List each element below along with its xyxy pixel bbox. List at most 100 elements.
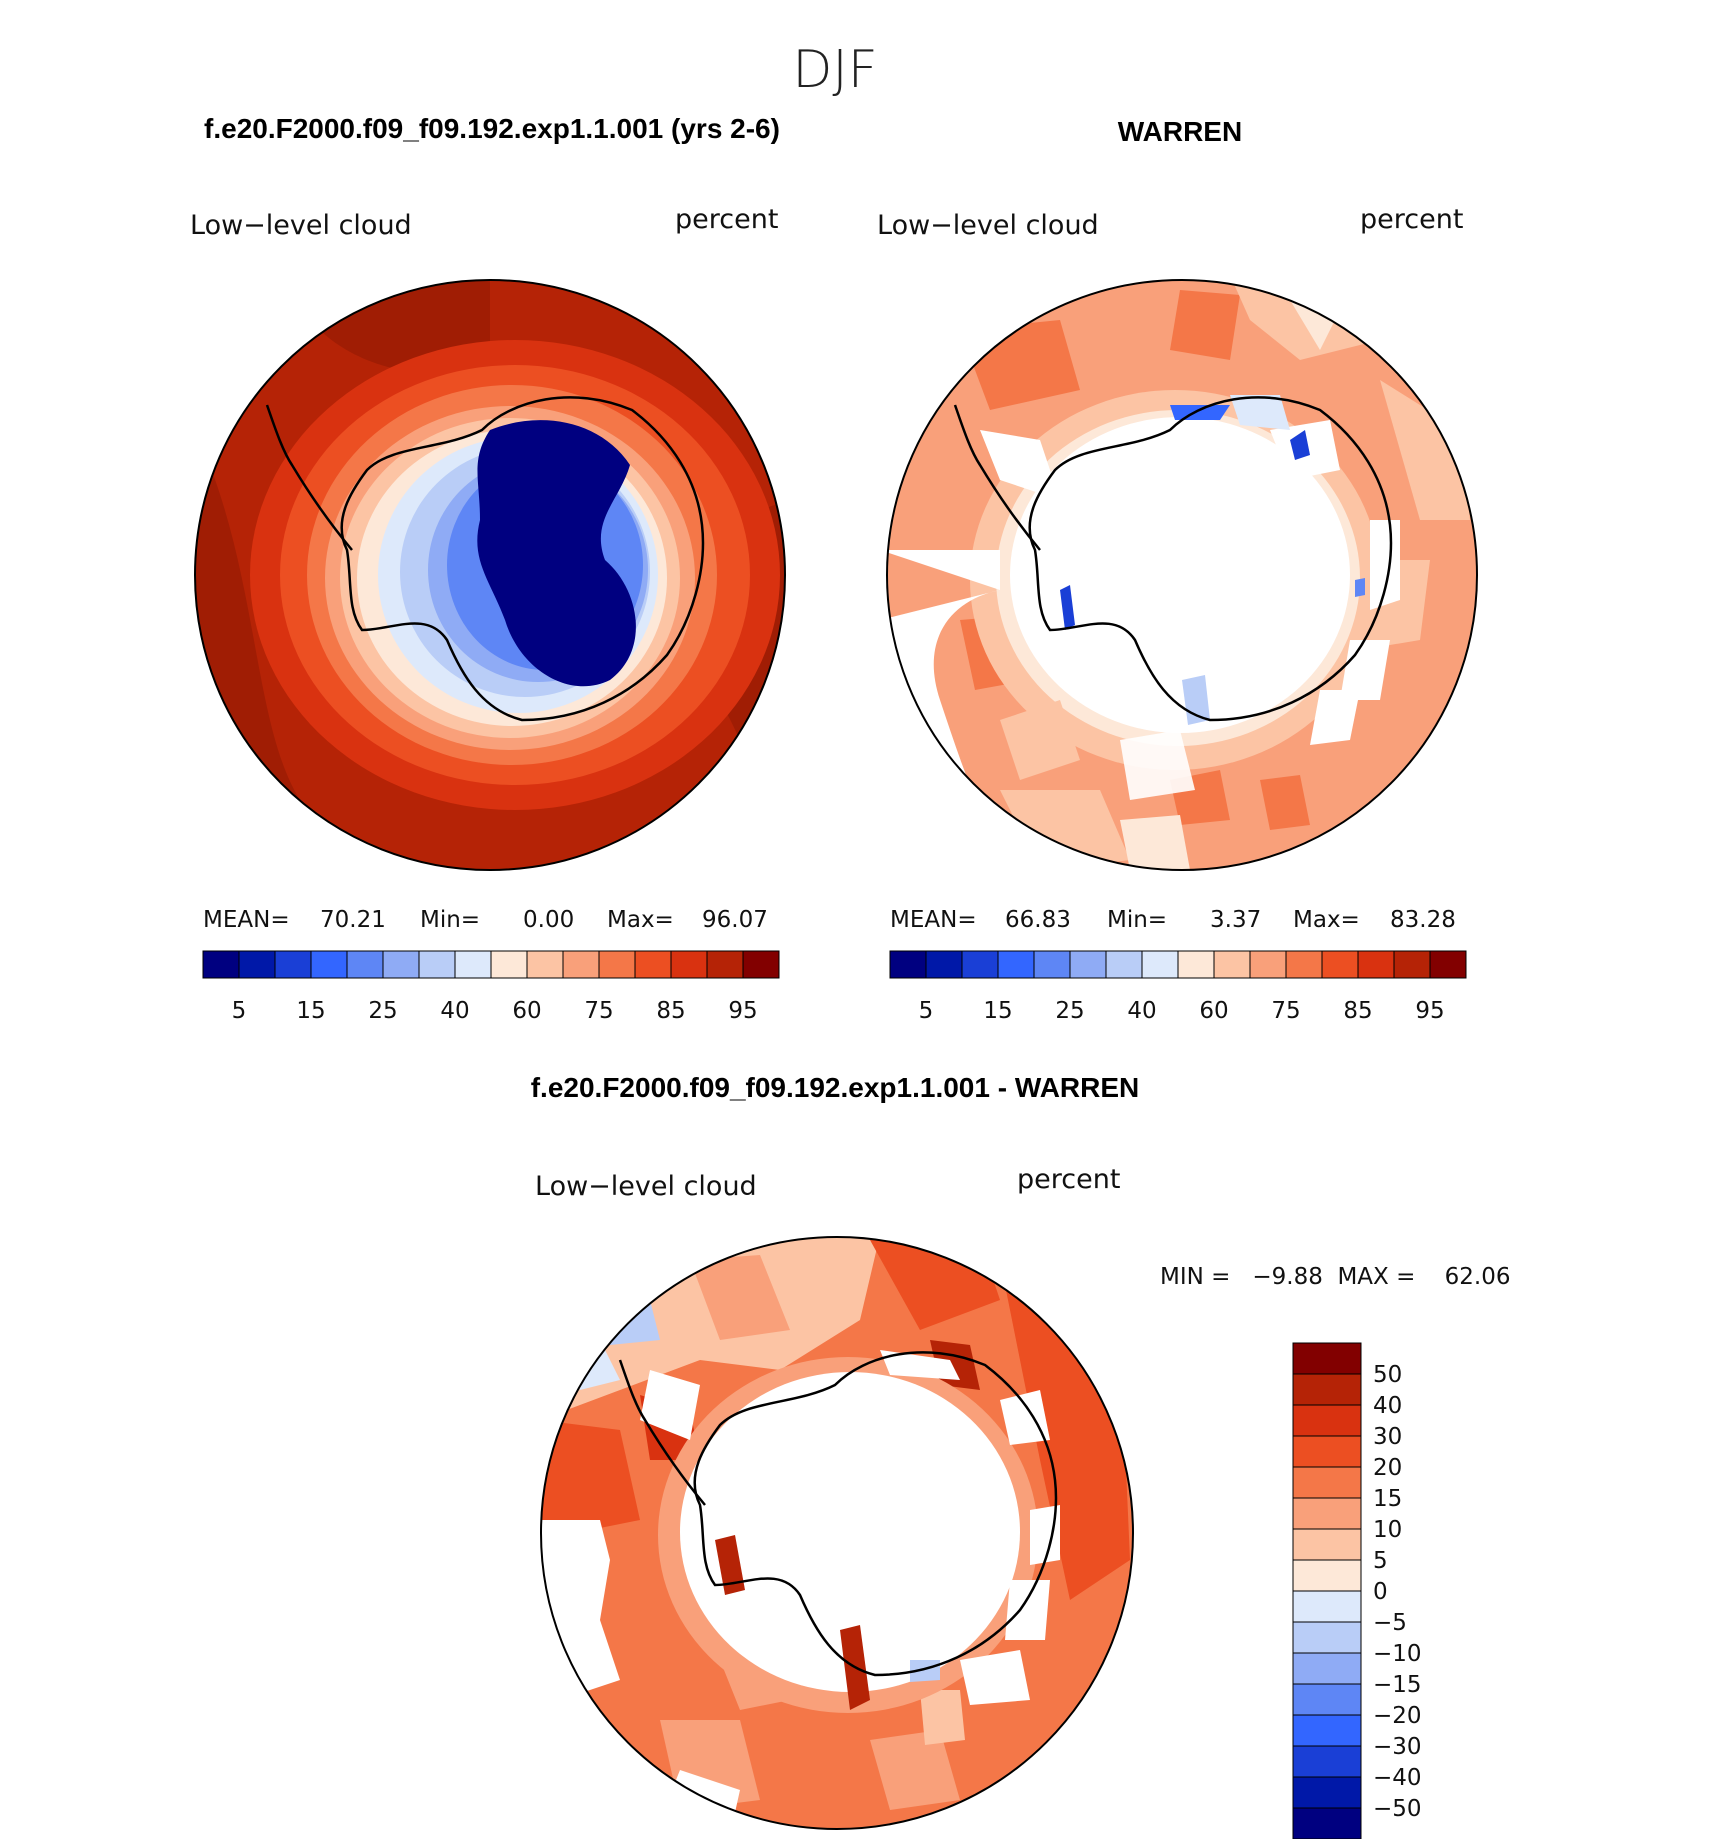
panel-model-variable: Low−level cloud (190, 210, 412, 241)
model-max-value: 96.07 (702, 907, 768, 933)
model-colorbar-bin (742, 950, 780, 979)
panel-model-units: percent (675, 204, 778, 235)
diff-colorbar-label: 15 (1373, 1486, 1402, 1512)
diff-colorbar-label: −40 (1373, 1765, 1422, 1791)
panel-obs: Low−level cloud percent (877, 204, 1478, 1024)
obs-colorbar-bin (1357, 950, 1395, 979)
panel-model-map (195, 280, 785, 870)
model-colorbar-bin (562, 950, 600, 979)
model-colorbar-bin (310, 950, 348, 979)
model-case-title: f.e20.F2000.f09_f09.192.exp1.1.001 (yrs … (204, 113, 780, 144)
obs-colorbar-label: 75 (1271, 998, 1300, 1024)
panel-diff-boundary (540, 1236, 1134, 1830)
diff-colorbar-label: 40 (1373, 1393, 1402, 1419)
diff-colorbar-label: 10 (1373, 1517, 1402, 1543)
obs-colorbar-bin (1213, 950, 1251, 979)
diff-colorbar-bin (1292, 1807, 1362, 1839)
obs-colorbar-bin (1393, 950, 1431, 979)
model-colorbar-label: 95 (728, 998, 757, 1024)
panel-obs-boundary (886, 279, 1478, 871)
model-max-label: Max= (607, 907, 674, 933)
diff-colorbar-bin (1292, 1621, 1362, 1654)
model-mean-value: 70.21 (320, 907, 386, 933)
diff-colorbar-label: −5 (1373, 1610, 1407, 1636)
model-colorbar-bin (346, 950, 384, 979)
diff-colorbar-label: 5 (1373, 1548, 1388, 1574)
obs-colorbar-bin (889, 950, 927, 979)
model-colorbar-bin (202, 950, 240, 979)
diff-colorbar-label: −20 (1373, 1703, 1422, 1729)
model-min-value: 0.00 (523, 907, 574, 933)
diff-colorbar-label: −10 (1373, 1641, 1422, 1667)
diff-colorbar-label: 30 (1373, 1424, 1402, 1450)
diff-colorbar-bin (1292, 1652, 1362, 1685)
obs-colorbar-label: 40 (1127, 998, 1156, 1024)
obs-min-value: 3.37 (1210, 907, 1261, 933)
obs-colorbar-bin (1069, 950, 1107, 979)
obs-colorbar-label: 15 (983, 998, 1012, 1024)
model-colorbar-bin (670, 950, 708, 979)
panel-diff-variable: Low−level cloud (535, 1171, 757, 1202)
panel-model-boundary (194, 279, 786, 871)
model-colorbar-bin (490, 950, 528, 979)
obs-colorbar-label: 85 (1343, 998, 1372, 1024)
obs-colorbar-label: 95 (1415, 998, 1444, 1024)
panel-diff: Low−level cloud percent (535, 1164, 1510, 1839)
model-colorbar-bin (418, 950, 456, 979)
season-title: DJF (792, 40, 877, 100)
diff-colorbar-bin (1292, 1683, 1362, 1716)
diff-min-max: MIN = −9.88 MAX = 62.06 (1160, 1264, 1510, 1290)
diff-colorbar-label: −30 (1373, 1734, 1422, 1760)
obs-colorbar-bin (1105, 950, 1143, 979)
diff-colorbar-bin (1292, 1528, 1362, 1561)
panel-obs-variable: Low−level cloud (877, 210, 1099, 241)
model-colorbar-bin (706, 950, 744, 979)
diff-colorbar-bin (1292, 1776, 1362, 1809)
panel-model-stats: MEAN= 70.21 Min= 0.00 Max= 96.07 (203, 907, 768, 933)
obs-colorbar-bin (1321, 950, 1359, 979)
obs-colorbar-bin (997, 950, 1035, 979)
model-colorbar-label: 75 (584, 998, 613, 1024)
model-min-label: Min= (420, 907, 480, 933)
model-colorbar-bin (454, 950, 492, 979)
obs-colorbar-bin (1429, 950, 1467, 979)
diff-colorbar-label: −15 (1373, 1672, 1422, 1698)
model-colorbar-bin (634, 950, 672, 979)
diff-colorbar-label: 50 (1373, 1362, 1402, 1388)
panel-obs-map (887, 280, 1477, 870)
model-colorbar-label: 5 (232, 998, 247, 1024)
diff-colorbar-bin (1292, 1404, 1362, 1437)
diff-colorbar-bin (1292, 1497, 1362, 1530)
diff-colorbar-bin (1292, 1342, 1362, 1375)
obs-mean-value: 66.83 (1005, 907, 1071, 933)
obs-colorbar-bin (1141, 950, 1179, 979)
model-colorbar-label: 15 (296, 998, 325, 1024)
panel-obs-colorbar-labels: 5 15 25 40 60 75 85 95 (919, 998, 1445, 1024)
panel-diff-colorbar (1292, 1342, 1362, 1839)
diff-colorbar-bin (1292, 1435, 1362, 1468)
model-colorbar-bin (274, 950, 312, 979)
model-colorbar-label: 60 (512, 998, 541, 1024)
panel-model-colorbar (202, 950, 780, 979)
diff-colorbar-bin (1292, 1559, 1362, 1592)
model-colorbar-bin (238, 950, 276, 979)
obs-max-label: Max= (1293, 907, 1360, 933)
obs-title: WARREN (1118, 116, 1242, 147)
panel-model: Low−level cloud percent MEAN= 70.21 M (190, 204, 786, 1024)
model-colorbar-bin (526, 950, 564, 979)
obs-colorbar-bin (1033, 950, 1071, 979)
diff-colorbar-label: −50 (1373, 1796, 1422, 1822)
obs-colorbar-bin (1285, 950, 1323, 979)
diff-colorbar-bin (1292, 1466, 1362, 1499)
model-colorbar-label: 25 (368, 998, 397, 1024)
obs-mean-label: MEAN= (890, 907, 977, 933)
diff-colorbar-label: 20 (1373, 1455, 1402, 1481)
diff-colorbar-bin (1292, 1714, 1362, 1747)
obs-colorbar-bin (1177, 950, 1215, 979)
panel-model-colorbar-labels: 5 15 25 40 60 75 85 95 (232, 998, 758, 1024)
model-colorbar-label: 40 (440, 998, 469, 1024)
model-colorbar-bin (598, 950, 636, 979)
obs-colorbar-label: 5 (919, 998, 934, 1024)
